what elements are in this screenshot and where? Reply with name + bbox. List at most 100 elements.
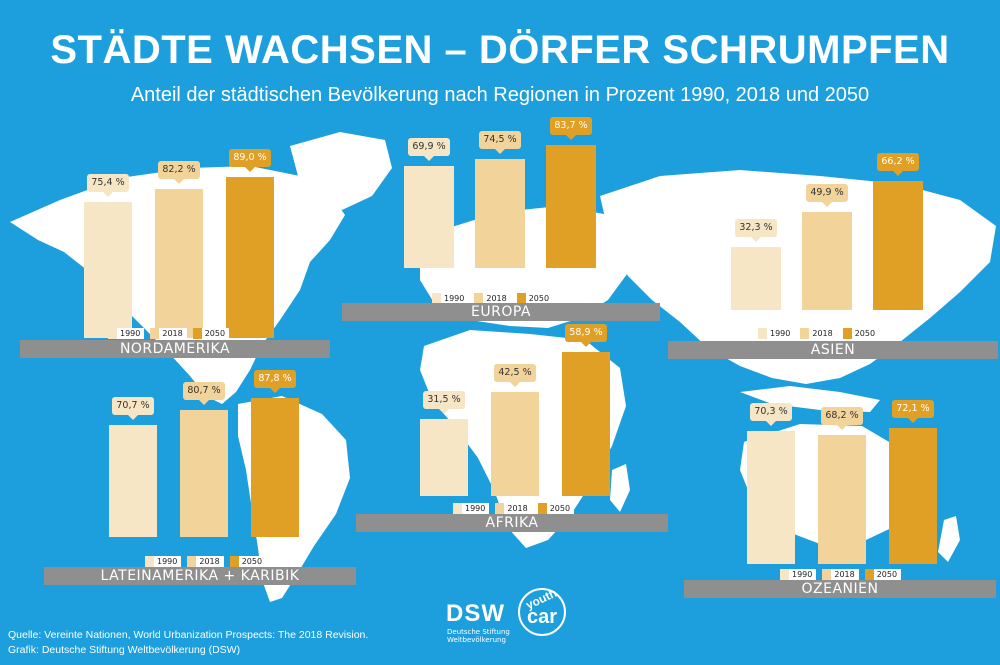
- bar-afrika-2018: [491, 391, 539, 496]
- legend-swatch-2018: [495, 502, 505, 514]
- source-line: Quelle: Vereinte Nationen, World Urbaniz…: [8, 629, 369, 641]
- legend-label-1990: 1990: [120, 328, 141, 338]
- legend-item-2050: 2050: [537, 502, 575, 514]
- legend-swatch-1990: [432, 292, 441, 304]
- region-label-asien: ASIEN: [668, 341, 998, 359]
- legend-swatch-2018: [822, 568, 832, 580]
- legend-item-2050: 2050: [192, 327, 230, 339]
- legend-item-2018: 2018: [800, 327, 837, 339]
- legend-item-2018: 2018: [495, 502, 532, 514]
- legend-label-2018: 2018: [812, 328, 833, 338]
- page-subtitle: Anteil der städtischen Bevölkerung nach …: [130, 84, 870, 106]
- legend-label-2050: 2050: [854, 328, 876, 338]
- bar-afrika-2050: [562, 351, 610, 496]
- value-label-lateinamerika-karibik-2018: 80,7 %: [183, 381, 225, 405]
- legend-item-1990: 1990: [145, 555, 182, 567]
- region-label-europa: EUROPA: [342, 303, 660, 321]
- bar-europa-1990: [404, 165, 454, 268]
- map-indonesia: [740, 386, 880, 412]
- legend-item-2018: 2018: [822, 568, 859, 580]
- value-label-europa-2018: 74,5 %: [479, 130, 521, 154]
- legend-item-1990: 1990: [758, 327, 795, 339]
- bar-afrika-1990: [420, 418, 468, 496]
- dsw-logo-subtitle-line1: Deutsche Stiftung: [447, 628, 510, 636]
- map-greenland: [290, 132, 392, 210]
- legend-lateinamerika-karibik: 1990 2018 2050: [145, 555, 267, 567]
- legend-label-2050: 2050: [549, 503, 571, 513]
- legend-swatch-1990: [108, 327, 117, 339]
- legend-label-1990: 1990: [157, 556, 178, 566]
- value-label-europa-1990: 69,9 %: [408, 137, 450, 161]
- legend-afrika: 1990 2018 2050: [453, 502, 575, 514]
- legend-label-2050: 2050: [241, 556, 263, 566]
- bar-nordamerika-2050: [226, 176, 274, 338]
- page-title: STÄDTE WACHSEN – DÖRFER SCHRUMPFEN: [50, 28, 950, 72]
- legend-swatch-2050: [229, 555, 239, 567]
- bar-ozeanien-1990: [747, 431, 795, 564]
- legend-swatch-2050: [192, 327, 202, 339]
- legend-europa: 1990 2018 2050: [432, 292, 554, 304]
- region-label-afrika: AFRIKA: [356, 514, 668, 532]
- map-new-zealand: [938, 516, 960, 562]
- value-label-asien-1990: 32,3 %: [735, 218, 777, 242]
- legend-swatch-1990: [780, 568, 789, 580]
- legend-label-2018: 2018: [162, 328, 183, 338]
- value-label-lateinamerika-karibik-2050: 87,8 %: [254, 370, 296, 394]
- legend-swatch-2018: [187, 555, 197, 567]
- legend-swatch-2050: [842, 327, 852, 339]
- value-label-afrika-1990: 31,5 %: [423, 390, 465, 414]
- legend-label-2018: 2018: [486, 293, 507, 303]
- legend-item-2018: 2018: [474, 292, 511, 304]
- legend-item-1990: 1990: [108, 327, 145, 339]
- legend-label-2050: 2050: [204, 328, 226, 338]
- legend-item-1990: 1990: [780, 568, 817, 580]
- legend-label-2050: 2050: [528, 293, 550, 303]
- legend-item-2018: 2018: [150, 327, 187, 339]
- legend-ozeanien: 1990 2018 2050: [780, 568, 902, 580]
- legend-swatch-1990: [453, 502, 462, 514]
- bar-europa-2018: [475, 158, 525, 268]
- legend-label-1990: 1990: [792, 569, 813, 579]
- legend-item-1990: 1990: [432, 292, 469, 304]
- region-label-ozeanien: OZEANIEN: [684, 580, 996, 598]
- legend-swatch-2050: [516, 292, 526, 304]
- legend-label-1990: 1990: [770, 328, 791, 338]
- bar-europa-2050: [546, 145, 596, 268]
- value-label-lateinamerika-karibik-1990: 70,7 %: [112, 397, 154, 421]
- bar-nordamerika-2018: [155, 189, 203, 338]
- legend-label-2018: 2018: [834, 569, 855, 579]
- youthcar-logo-icon: youth car: [518, 586, 566, 636]
- legend-label-2018: 2018: [507, 503, 528, 513]
- bar-lateinamerika-karibik-1990: [109, 425, 157, 537]
- legend-swatch-1990: [145, 555, 154, 567]
- graphic-credit-line: Grafik: Deutsche Stiftung Weltbevölkerun…: [8, 644, 241, 656]
- youthcar-logo-car: car: [527, 606, 558, 628]
- value-label-afrika-2018: 42,5 %: [494, 363, 536, 387]
- legend-swatch-1990: [758, 327, 767, 339]
- map-madagascar: [610, 464, 630, 512]
- value-label-ozeanien-1990: 70,3 %: [750, 403, 792, 427]
- legend-item-1990: 1990: [453, 502, 490, 514]
- bar-asien-1990: [731, 246, 781, 310]
- bar-ozeanien-2050: [889, 428, 937, 564]
- bar-asien-2050: [873, 180, 923, 310]
- bar-lateinamerika-karibik-2018: [180, 409, 228, 537]
- legend-item-2050: 2050: [864, 568, 902, 580]
- legend-item-2050: 2050: [229, 555, 267, 567]
- legend-label-2050: 2050: [876, 569, 898, 579]
- bar-ozeanien-2018: [818, 435, 866, 564]
- value-label-nordamerika-2018: 82,2 %: [158, 161, 200, 185]
- legend-item-2018: 2018: [187, 555, 224, 567]
- region-label-nordamerika: NORDAMERIKA: [20, 340, 330, 358]
- value-label-europa-2050: 83,7 %: [550, 117, 592, 141]
- legend-swatch-2050: [864, 568, 874, 580]
- bar-nordamerika-1990: [84, 201, 132, 338]
- legend-swatch-2050: [537, 502, 547, 514]
- value-label-nordamerika-2050: 89,0 %: [229, 148, 271, 172]
- legend-nordamerika: 1990 2018 2050: [108, 327, 230, 339]
- region-label-lateinamerika-karibik: LATEINAMERIKA + KARIBIK: [44, 567, 356, 585]
- legend-swatch-2018: [800, 327, 810, 339]
- legend-label-1990: 1990: [465, 503, 486, 513]
- dsw-logo-subtitle: Deutsche Stiftung Weltbevölkerung: [447, 628, 527, 644]
- value-label-asien-2050: 66,2 %: [877, 152, 919, 176]
